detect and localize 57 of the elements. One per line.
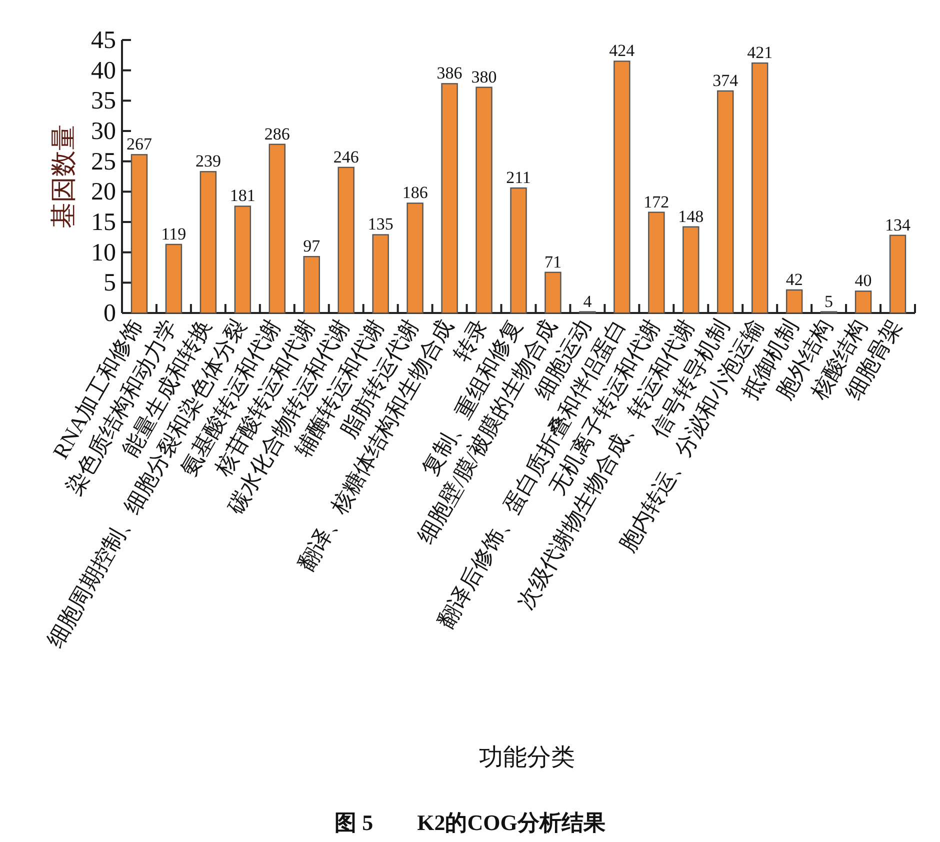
bar [268, 144, 286, 314]
y-tick-label: 15 [91, 209, 116, 236]
annotation: 134 [885, 215, 912, 234]
y-tick-label: 30 [91, 118, 116, 145]
annotation: 172 [644, 192, 670, 212]
bar [372, 234, 389, 314]
bar [614, 60, 630, 314]
annotation: 421 [747, 43, 773, 62]
y-tick-label: 20 [91, 178, 116, 206]
bar [476, 86, 492, 314]
y-tick-label: 5 [104, 270, 116, 297]
annotation: 286 [264, 124, 290, 144]
y-tick-label: 45 [91, 27, 116, 54]
bar [786, 289, 803, 314]
annotation: 211 [506, 168, 531, 188]
bar [544, 272, 562, 314]
bar [854, 290, 872, 314]
bar [751, 62, 768, 314]
annotation: 186 [402, 183, 428, 202]
annotation: 239 [195, 152, 221, 171]
annotation: 424 [609, 41, 636, 60]
bar [303, 256, 320, 314]
bar [130, 154, 148, 314]
annotation: 42 [786, 270, 803, 289]
y-tick-label: 40 [91, 57, 116, 84]
y-axis-title: 基因数量 [49, 124, 78, 228]
y-tick-label: 25 [91, 148, 116, 176]
annotation: 380 [471, 67, 497, 86]
bar [717, 90, 734, 314]
annotation: 267 [126, 134, 152, 154]
bar [441, 83, 458, 314]
y-tick-label: 0 [104, 300, 116, 327]
annotation: 148 [678, 206, 704, 226]
annotation: 71 [544, 252, 562, 272]
bar [406, 202, 424, 314]
text: 图 5 K2的COG分析结果 [334, 810, 606, 835]
bar [648, 212, 665, 314]
annotation: 181 [230, 186, 256, 206]
annotation: 246 [333, 147, 359, 166]
annotation: 374 [712, 70, 739, 90]
annotation: 5 [824, 292, 834, 311]
annotation: 386 [436, 64, 462, 83]
bar [200, 171, 217, 314]
annotation: 119 [161, 224, 186, 244]
bar [338, 166, 354, 314]
bar [510, 187, 527, 314]
x-axis-title: 功能分类 [479, 745, 575, 771]
y-tick-label: 10 [91, 239, 116, 266]
bar [682, 226, 700, 314]
bar [889, 234, 906, 314]
bar [165, 244, 182, 314]
annotation: 40 [854, 271, 872, 290]
annotation: 4 [583, 292, 592, 311]
y-tick-label: 35 [91, 88, 116, 115]
annotation: 135 [368, 214, 394, 234]
annotation: 97 [303, 236, 321, 256]
bar [234, 206, 252, 314]
